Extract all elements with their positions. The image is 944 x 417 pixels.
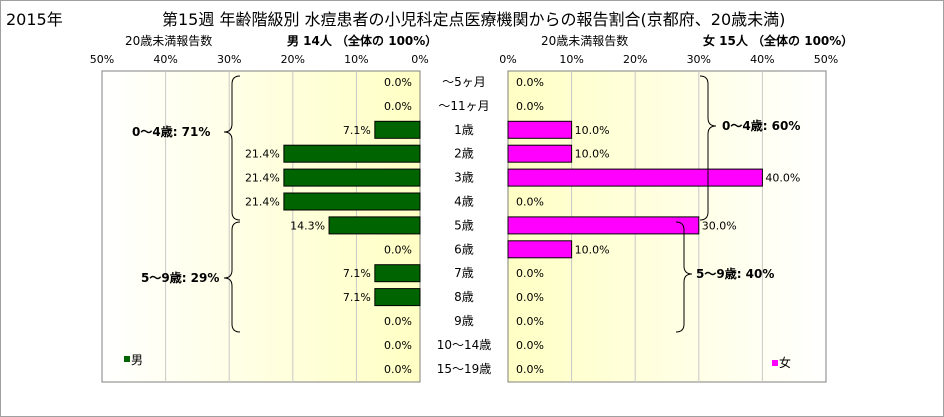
category-label: ～11ヶ月 — [438, 99, 489, 113]
female-tick-label: 40% — [750, 53, 774, 66]
male-value-label: 0.0% — [384, 315, 412, 328]
female-tick-label: 10% — [559, 53, 583, 66]
female-value-label: 10.0% — [575, 148, 610, 161]
category-label: 3歳 — [454, 171, 474, 185]
male-value-label: 0.0% — [384, 100, 412, 113]
year-label: 2015年 — [6, 10, 63, 29]
category-label: 10～14歳 — [437, 338, 492, 352]
male-bar — [374, 120, 421, 139]
female-legend-swatch — [772, 360, 778, 366]
category-label: 6歳 — [454, 242, 474, 256]
female-value-label: 10.0% — [575, 243, 610, 256]
category-label: 5歳 — [454, 218, 474, 232]
chart-title: 第15週 年齢階級別 水痘患者の小児科定点医療機関からの報告割合(京都府、20歳… — [162, 10, 786, 29]
male-value-label: 7.1% — [343, 267, 371, 280]
female-value-label: 0.0% — [516, 363, 544, 376]
female-tick-label: 20% — [623, 53, 647, 66]
female-bar — [507, 144, 573, 163]
male-tick-label: 50% — [90, 53, 114, 66]
category-label: 2歳 — [454, 147, 474, 161]
category-label: 15～19歳 — [437, 362, 492, 376]
female-value-label: 30.0% — [702, 219, 737, 232]
female-tick-label: 0% — [499, 53, 516, 66]
female-bar — [507, 168, 763, 187]
male-bar — [374, 264, 421, 283]
male-value-label: 7.1% — [343, 291, 371, 304]
male-value-label: 14.3% — [290, 219, 325, 232]
male-group-label-0-4: 0～4歳: 71% — [132, 124, 210, 139]
male-value-label: 21.4% — [245, 148, 280, 161]
male-value-label: 7.1% — [343, 124, 371, 137]
female-bar — [507, 120, 573, 139]
male-legend-swatch — [124, 356, 130, 362]
female-value-label: 10.0% — [575, 124, 610, 137]
male-axis-title: 20歳未満報告数 — [125, 33, 212, 48]
male-value-label: 0.0% — [384, 339, 412, 352]
category-label: ～5ヶ月 — [442, 75, 486, 89]
male-tick-label: 20% — [281, 53, 305, 66]
female-total-label: 女 15人 （全体の 100%） — [703, 33, 853, 48]
female-legend-label: 女 — [779, 355, 791, 370]
male-tick-label: 10% — [344, 53, 368, 66]
female-bar — [507, 240, 573, 259]
female-axis-title: 20歳未満報告数 — [541, 33, 628, 48]
male-brace-0-4 — [223, 75, 241, 221]
female-value-label: 0.0% — [516, 100, 544, 113]
female-tick-label: 30% — [687, 53, 711, 66]
female-value-label: 40.0% — [765, 172, 800, 185]
female-brace-5-9 — [675, 221, 693, 333]
female-group-label-0-4: 0～4歳: 60% — [722, 118, 800, 133]
female-value-label: 0.0% — [516, 76, 544, 89]
female-brace-0-4 — [699, 75, 717, 221]
male-bar — [328, 216, 421, 235]
male-tick-label: 30% — [217, 53, 241, 66]
category-label: 8歳 — [454, 290, 474, 304]
male-value-label: 21.4% — [245, 172, 280, 185]
category-label: 7歳 — [454, 266, 474, 280]
male-bar — [283, 192, 421, 211]
category-label: 1歳 — [454, 123, 474, 137]
female-tick-label: 50% — [814, 53, 838, 66]
male-legend-label: 男 — [131, 353, 143, 367]
female-value-label: 0.0% — [516, 339, 544, 352]
male-value-label: 21.4% — [245, 196, 280, 209]
male-bar — [283, 144, 421, 163]
male-brace-5-9 — [223, 221, 241, 333]
female-group-label-5-9: 5～9歳: 40% — [696, 266, 774, 281]
male-tick-label: 40% — [153, 53, 177, 66]
category-label: 9歳 — [454, 314, 474, 328]
male-bar — [374, 288, 421, 307]
male-tick-label: 0% — [411, 53, 428, 66]
male-bar — [283, 168, 421, 187]
female-value-label: 0.0% — [516, 315, 544, 328]
female-value-label: 0.0% — [516, 267, 544, 280]
category-label: 4歳 — [454, 195, 474, 209]
male-value-label: 0.0% — [384, 76, 412, 89]
female-value-label: 0.0% — [516, 291, 544, 304]
male-group-label-5-9: 5～9歳: 29% — [141, 270, 219, 285]
male-value-label: 0.0% — [384, 363, 412, 376]
male-total-label: 男 14人 （全体の 100%） — [287, 33, 437, 48]
female-bar — [507, 216, 700, 235]
male-value-label: 0.0% — [384, 243, 412, 256]
female-value-label: 0.0% — [516, 196, 544, 209]
